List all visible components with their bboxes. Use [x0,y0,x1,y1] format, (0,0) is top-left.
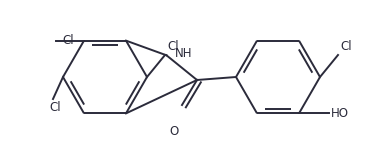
Text: Cl: Cl [49,101,61,114]
Text: Cl: Cl [62,34,74,47]
Text: O: O [169,125,179,138]
Text: Cl: Cl [340,40,352,53]
Text: NH: NH [174,47,192,60]
Text: HO: HO [331,107,349,120]
Text: Cl: Cl [167,40,179,53]
